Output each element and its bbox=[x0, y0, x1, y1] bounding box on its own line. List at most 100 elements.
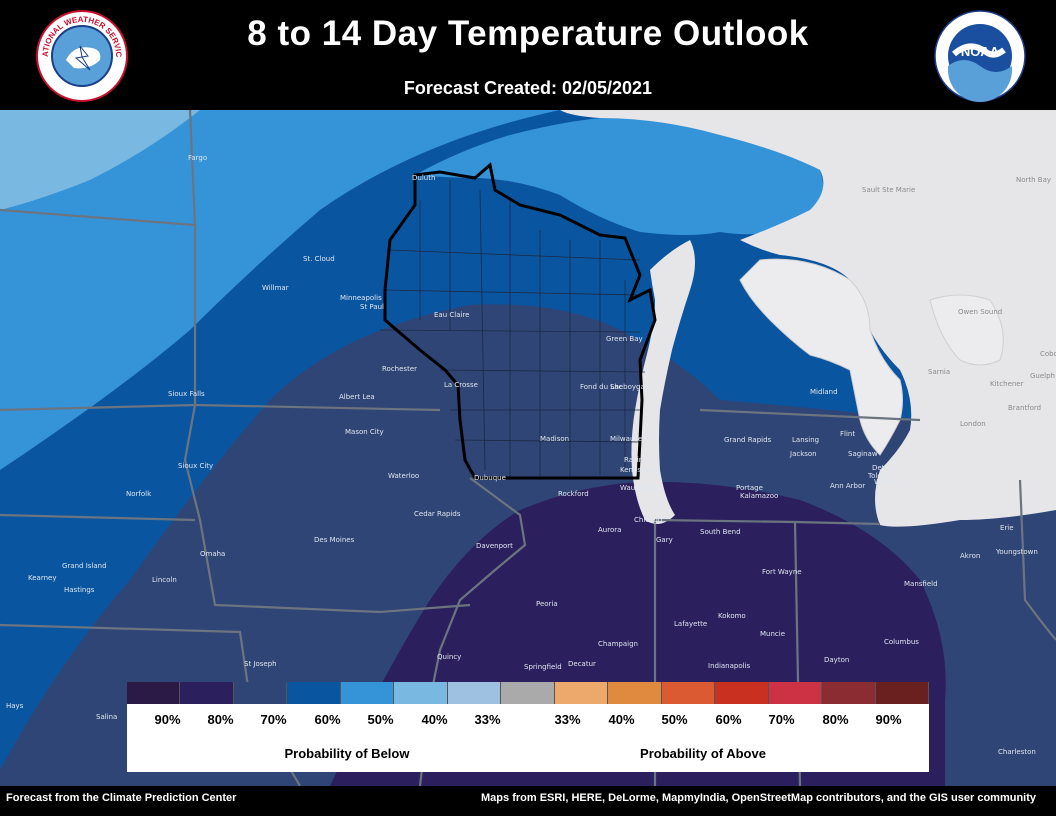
map-title: 8 to 14 Day Temperature Outlook bbox=[247, 14, 809, 53]
legend-label-above-90: 90% bbox=[875, 712, 902, 727]
city-label: Salina bbox=[96, 713, 118, 721]
svg-text:NOAA: NOAA bbox=[961, 44, 1000, 59]
legend-label-below-50: 50% bbox=[367, 712, 394, 727]
lake-michigan bbox=[631, 240, 695, 524]
city-label: Youngstown bbox=[996, 548, 1038, 556]
legend-caption-above: Probability of Above bbox=[640, 746, 766, 761]
swatch-normal bbox=[501, 682, 555, 704]
city-label: Erie bbox=[1000, 524, 1014, 532]
city-label: St. Cloud bbox=[303, 255, 335, 263]
city-label: Lansing bbox=[792, 436, 820, 444]
city-label: Fort Wayne bbox=[762, 568, 802, 576]
city-label: Rochester bbox=[382, 365, 417, 373]
lake-superior bbox=[415, 115, 824, 235]
footer-credit-maps: Maps from ESRI, HERE, DeLorme, MapmyIndi… bbox=[481, 792, 1036, 804]
city-label: Albert Lea bbox=[339, 393, 375, 401]
probability-legend: 90% 80% 70% 60% 50% 40% 33% 33% 40% 50% … bbox=[127, 682, 930, 772]
city-label: Chicago bbox=[634, 516, 663, 524]
city-label: North Bay bbox=[1016, 176, 1052, 184]
legend-label-above-50: 50% bbox=[661, 712, 688, 727]
city-label: La Crosse bbox=[444, 381, 478, 389]
city-label: Detroit bbox=[872, 464, 897, 472]
city-label: Sioux Falls bbox=[168, 390, 205, 398]
swatch-below-70 bbox=[233, 682, 288, 704]
city-label: Dubuque bbox=[474, 474, 506, 482]
swatch-above-80 bbox=[822, 682, 876, 704]
city-label: Portage bbox=[736, 484, 763, 492]
city-label: Kitchener bbox=[990, 380, 1024, 388]
city-label: St Paul bbox=[360, 303, 384, 311]
city-label: Lafayette bbox=[674, 620, 708, 628]
legend-label-above-60: 60% bbox=[715, 712, 742, 727]
city-label: Brantford bbox=[1008, 404, 1042, 412]
city-label: Decatur bbox=[568, 660, 596, 668]
city-label: Sarnia bbox=[928, 368, 951, 376]
city-label: St Joseph bbox=[244, 660, 277, 668]
city-label: Hastings bbox=[64, 586, 95, 594]
city-label: Minneapolis bbox=[340, 294, 382, 302]
city-label: Kokomo bbox=[718, 612, 746, 620]
lake-erie bbox=[880, 468, 1030, 525]
city-label: Muncie bbox=[760, 630, 786, 638]
city-label: Springfield bbox=[524, 663, 562, 671]
city-label: Akron bbox=[960, 552, 981, 560]
city-label: Fargo bbox=[188, 154, 208, 162]
city-label: Jackson bbox=[790, 450, 817, 458]
wisconsin-counties bbox=[379, 180, 646, 480]
city-label: Omaha bbox=[200, 550, 226, 558]
forecast-date: Forecast Created: 02/05/2021 bbox=[403, 78, 653, 98]
legend-label-above-33: 33% bbox=[554, 712, 581, 727]
city-label: Flint bbox=[840, 430, 856, 438]
city-label: Saginaw bbox=[848, 450, 878, 458]
city-label: Sioux City bbox=[178, 462, 214, 470]
contour-40-below bbox=[0, 110, 200, 210]
city-label: Kalamazoo bbox=[740, 492, 779, 500]
city-label: London bbox=[960, 420, 986, 428]
nws-logo: NATIONAL WEATHER SERVICE bbox=[33, 3, 128, 102]
city-label: Owen Sound bbox=[958, 308, 1003, 316]
city-label: Kenosha bbox=[620, 466, 650, 474]
city-label: Waterloo bbox=[388, 472, 420, 480]
city-label: Midland bbox=[810, 388, 838, 396]
city-label: Sheboygan bbox=[610, 383, 650, 391]
city-label: Des Moines bbox=[314, 536, 355, 544]
legend-label-below-40: 40% bbox=[421, 712, 448, 727]
legend-label-below-80: 80% bbox=[207, 712, 234, 727]
legend-label-below-90: 90% bbox=[154, 712, 181, 727]
city-label: Hays bbox=[6, 702, 24, 710]
city-label: Duluth bbox=[412, 174, 436, 182]
city-label: Lincoln bbox=[152, 576, 177, 584]
city-label: Toledo bbox=[868, 472, 891, 480]
city-label: Peoria bbox=[536, 600, 558, 608]
city-label: Sault Ste Marie bbox=[862, 186, 916, 194]
legend-label-below-33: 33% bbox=[474, 712, 501, 727]
contour-50-below bbox=[0, 110, 560, 470]
legend-label-above-40: 40% bbox=[608, 712, 635, 727]
city-label: Grand Island bbox=[62, 562, 107, 570]
city-label: Cedar Rapids bbox=[414, 510, 461, 518]
city-label: Dayton bbox=[824, 656, 850, 664]
footer-credit-cpc: Forecast from the Climate Prediction Cen… bbox=[6, 792, 237, 804]
swatch-below-40 bbox=[394, 682, 448, 704]
swatch-below-33 bbox=[447, 682, 502, 704]
swatch-below-50 bbox=[340, 682, 395, 704]
lake-huron bbox=[739, 258, 903, 456]
city-label: Quincy bbox=[437, 653, 462, 661]
city-label: Racine bbox=[624, 456, 648, 464]
swatch-below-60 bbox=[287, 682, 341, 704]
footer-bar: Forecast from the Climate Prediction Cen… bbox=[0, 786, 1056, 816]
city-label: Guelph bbox=[1030, 372, 1055, 380]
city-label: Cobourg bbox=[1040, 350, 1056, 358]
legend-label-below-60: 60% bbox=[314, 712, 341, 727]
swatch-below-80 bbox=[180, 682, 234, 704]
georgian-bay bbox=[929, 294, 1004, 366]
city-label: Ann Arbor bbox=[830, 482, 866, 490]
city-label: Madison bbox=[540, 435, 570, 443]
city-label: South Bend bbox=[700, 528, 741, 536]
swatch-above-60 bbox=[715, 682, 769, 704]
city-label: Eau Claire bbox=[434, 311, 470, 319]
header-bar: NATIONAL WEATHER SERVICE 8 to 14 Day Tem… bbox=[0, 0, 1056, 110]
city-label: Willmar bbox=[262, 284, 289, 292]
swatch-below-90 bbox=[127, 682, 181, 704]
city-label: Davenport bbox=[476, 542, 513, 550]
